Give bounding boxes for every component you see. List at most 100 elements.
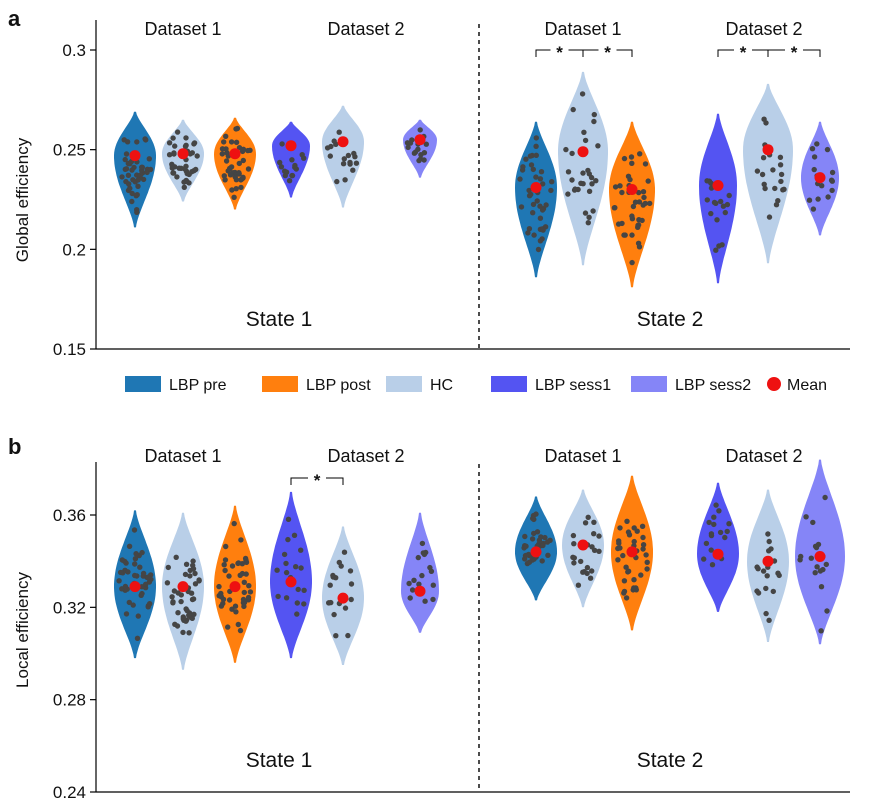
data-point: [237, 627, 244, 634]
dataset-label: Dataset 2: [327, 19, 404, 39]
data-point: [575, 582, 582, 588]
data-point: [334, 178, 340, 185]
data-point: [639, 523, 646, 529]
data-point: [537, 215, 544, 221]
data-point: [761, 181, 767, 187]
data-point: [777, 154, 784, 160]
mean-marker: [285, 140, 297, 152]
data-point: [703, 540, 710, 547]
data-point: [766, 538, 772, 545]
data-point: [301, 601, 307, 607]
data-point: [806, 197, 813, 203]
data-point: [407, 595, 413, 601]
data-point: [411, 577, 417, 583]
data-point: [187, 573, 193, 579]
data-point: [221, 562, 227, 568]
y-tick-label: 0.28: [53, 691, 86, 710]
data-point: [763, 585, 769, 592]
data-point: [530, 166, 536, 173]
data-point: [533, 143, 539, 149]
mean-marker: [337, 136, 349, 148]
data-point: [193, 166, 199, 173]
data-point: [620, 552, 626, 559]
data-point: [724, 528, 730, 535]
significance-star: *: [740, 43, 747, 62]
data-point: [535, 246, 542, 253]
data-point: [714, 217, 720, 223]
y-tick-label: 0.15: [53, 340, 86, 359]
data-point: [615, 221, 622, 227]
data-point: [616, 540, 622, 546]
data-point: [522, 533, 528, 540]
significance-star: *: [791, 43, 798, 62]
data-point: [283, 169, 290, 175]
data-point: [117, 569, 124, 576]
data-point: [342, 605, 349, 611]
mean-marker: [337, 592, 349, 604]
data-point: [247, 589, 254, 595]
significance-star: *: [314, 471, 321, 490]
data-point: [147, 601, 153, 607]
legend-label: LBP post: [306, 377, 371, 394]
data-point: [173, 554, 179, 560]
data-point: [233, 139, 240, 145]
data-point: [229, 187, 235, 193]
data-point: [706, 519, 712, 526]
data-point: [531, 530, 537, 537]
mean-marker: [814, 551, 826, 562]
mean-marker: [177, 148, 189, 160]
data-point: [778, 178, 784, 185]
data-point: [240, 596, 247, 603]
data-point: [615, 557, 621, 563]
data-point: [183, 177, 189, 184]
mean-marker: [285, 576, 297, 588]
dataset-label: Dataset 1: [544, 19, 621, 39]
data-point: [578, 558, 584, 565]
data-point: [777, 162, 784, 168]
data-point: [530, 201, 537, 208]
data-point: [190, 558, 196, 564]
data-point: [345, 152, 352, 159]
data-point: [530, 210, 536, 216]
data-point: [348, 581, 355, 587]
data-point: [590, 208, 596, 214]
data-point: [181, 184, 187, 190]
data-point: [130, 177, 136, 183]
panel-label-b: b: [8, 434, 21, 459]
data-point: [621, 578, 628, 584]
data-point: [133, 551, 139, 557]
data-point: [178, 598, 184, 605]
legend-swatch-lbp_sess2: [631, 376, 667, 392]
data-point: [216, 593, 222, 599]
y-tick-label: 0.2: [62, 240, 86, 259]
data-point: [726, 521, 732, 527]
data-point: [810, 206, 817, 212]
data-point: [596, 533, 602, 539]
data-point: [563, 146, 569, 153]
mean-marker: [129, 581, 141, 593]
data-point: [119, 557, 126, 563]
data-point: [219, 146, 226, 152]
data-point: [585, 220, 591, 226]
data-point: [819, 183, 825, 189]
data-point: [586, 214, 592, 220]
data-point: [631, 538, 637, 545]
data-point: [527, 153, 534, 159]
data-point: [225, 624, 231, 630]
data-point: [415, 146, 421, 152]
data-point: [824, 608, 830, 614]
data-point: [617, 183, 623, 189]
data-point: [291, 532, 298, 538]
data-point: [231, 194, 237, 200]
data-point: [578, 180, 584, 186]
data-point: [126, 181, 132, 187]
data-point: [585, 514, 591, 520]
data-point: [294, 600, 300, 606]
data-point: [416, 157, 422, 164]
data-point: [812, 570, 818, 576]
mean-marker: [577, 539, 589, 551]
data-point: [580, 170, 586, 176]
data-point: [274, 567, 280, 573]
data-point: [534, 198, 540, 204]
data-point: [523, 552, 529, 559]
